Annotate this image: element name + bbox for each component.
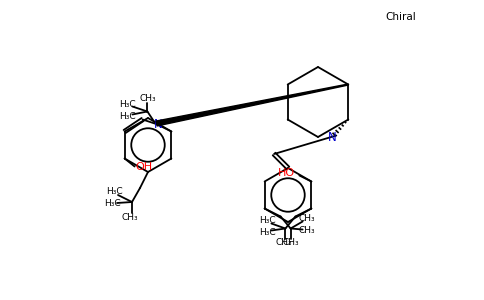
Text: CH₃: CH₃ [282,238,299,247]
Text: CH₃: CH₃ [275,238,292,247]
Text: H₃C: H₃C [259,228,276,237]
Polygon shape [156,84,348,126]
Text: CH₃: CH₃ [121,212,138,221]
Text: CH₃: CH₃ [298,226,315,235]
Text: H₃C: H₃C [119,112,136,121]
Text: H₃C: H₃C [104,200,121,208]
Text: CH₃: CH₃ [139,94,156,103]
Text: N: N [154,118,163,131]
Text: H₃C: H₃C [259,216,276,225]
Text: N: N [328,131,337,144]
Text: H₃C: H₃C [119,100,136,109]
Text: H₃C: H₃C [106,188,122,196]
Text: Chiral: Chiral [385,12,416,22]
Text: HO: HO [278,169,295,178]
Text: OH: OH [135,163,152,172]
Text: CH₃: CH₃ [298,214,315,223]
